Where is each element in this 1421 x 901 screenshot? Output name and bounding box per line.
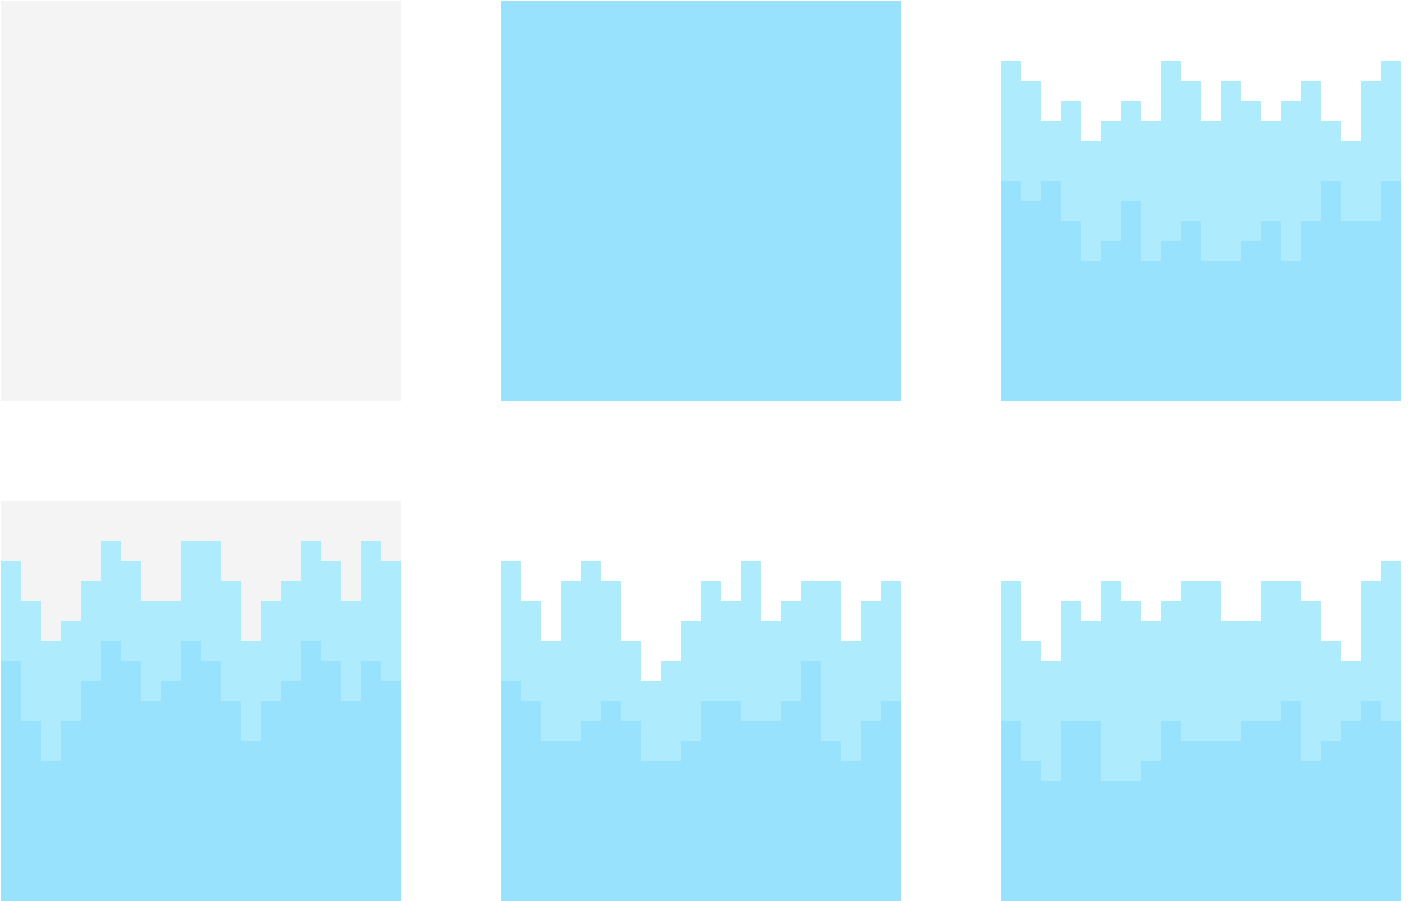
deep-water-column [1221,261,1241,401]
deep-water-column [1321,741,1341,901]
deep-water-column [281,681,301,901]
deep-water-column [1041,181,1061,401]
deep-water-column [1101,241,1121,401]
deep-water-column [1161,241,1181,401]
deep-water-column [1141,261,1161,401]
deep-water-column [781,701,801,901]
deep-water-column [201,661,221,901]
deep-water-column [1261,221,1281,401]
deep-water-column [1341,221,1361,401]
deep-water-column [1241,721,1261,901]
deep-water-column [501,681,521,901]
deep-water-column [1241,241,1261,401]
deep-water-column [1021,201,1041,401]
deep-water-column [881,701,901,901]
deep-water-column [1381,721,1401,901]
water-surface-tile-b [1,501,401,901]
deep-water-column [1381,181,1401,401]
deep-water-column [1061,221,1081,401]
deep-water-column [1221,741,1241,901]
deep-water-column [661,761,681,901]
deep-water-column [101,641,121,901]
deep-water-column [1161,721,1181,901]
water-surface-tile-c [501,501,901,901]
deep-water-column [1001,181,1021,401]
deep-water-column [1341,721,1361,901]
deep-water-column [181,641,201,901]
deep-water-column [1141,761,1161,901]
deep-water-column [1121,781,1141,901]
deep-water-column [361,661,381,901]
deep-water-column [621,721,641,901]
deep-water-column [1081,261,1101,401]
deep-water-column [1301,221,1321,401]
deep-water-column [301,641,321,901]
deep-water-column [521,701,541,901]
deep-water-column [1281,261,1301,401]
tile-background [1,1,401,401]
full-water-tile [501,1,901,401]
deep-water-column [1201,261,1221,401]
deep-water-column [841,761,861,901]
deep-water-column [321,661,341,901]
deep-water-column [561,741,581,901]
deep-water-column [1001,721,1021,901]
deep-water-column [41,761,61,901]
deep-water-column [761,721,781,901]
deep-water-column [1361,701,1381,901]
empty-gray-tile [1,1,401,401]
deep-water-column [141,701,161,901]
deep-water-column [161,681,181,901]
water-surface-tile-d [1001,501,1401,901]
deep-water-column [1121,201,1141,401]
deep-water-column [821,741,841,901]
deep-water-column [221,701,241,901]
deep-water-column [701,701,721,901]
deep-water-column [1201,741,1221,901]
tile-background [501,1,901,401]
deep-water-column [641,761,661,901]
deep-water-column [261,701,281,901]
deep-water-column [721,701,741,901]
deep-water-column [681,741,701,901]
deep-water-column [341,701,361,901]
deep-water-column [241,741,261,901]
deep-water-column [1101,781,1121,901]
deep-water-column [581,721,601,901]
deep-water-column [1081,721,1101,901]
deep-water-column [1321,181,1341,401]
deep-water-column [21,721,41,901]
deep-water-column [61,721,81,901]
deep-water-column [81,681,101,901]
deep-water-column [1261,721,1281,901]
deep-water-column [1181,221,1201,401]
water-surface-tile-a [1001,1,1401,401]
deep-water-column [1361,221,1381,401]
deep-water-column [861,721,881,901]
deep-water-column [1,661,21,901]
deep-water-column [381,681,401,901]
deep-water-column [1041,781,1061,901]
deep-water-column [1281,701,1301,901]
deep-water-column [1181,741,1201,901]
deep-water-column [1301,761,1321,901]
deep-water-column [541,741,561,901]
deep-water-column [741,721,761,901]
deep-water-column [1061,721,1081,901]
deep-water-column [801,661,821,901]
deep-water-column [121,661,141,901]
deep-water-column [1021,761,1041,901]
deep-water-column [601,701,621,901]
